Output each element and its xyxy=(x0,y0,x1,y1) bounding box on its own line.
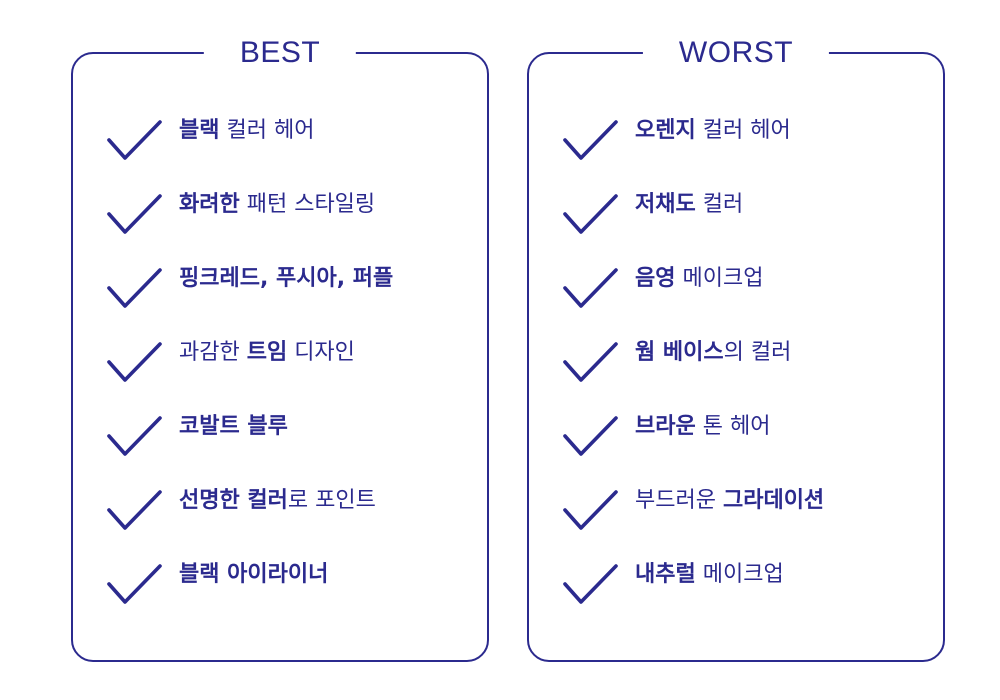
plain-text: 로 포인트 xyxy=(287,488,376,513)
worst-list: 오렌지 컬러 헤어 저채도 컬러 음영 메이크업 웜 베이스의 컬러 브라운 톤 헤어 부… xyxy=(529,54,943,660)
check-icon xyxy=(562,414,620,458)
best-item-label: 핑크레드, 푸시아, 퍼플 xyxy=(179,264,393,294)
plain-text: 메이크업 xyxy=(695,562,784,587)
check-icon xyxy=(106,340,164,384)
worst-panel-title: WORST xyxy=(642,33,830,73)
best-list-item: 코발트 블루 xyxy=(106,412,476,472)
best-panel-title: BEST xyxy=(203,33,357,73)
worst-list-item: 브라운 톤 헤어 xyxy=(562,412,932,472)
worst-item-label: 음영 메이크업 xyxy=(635,264,763,294)
emphasis-text: 블랙 xyxy=(179,118,220,143)
emphasis-text: 내추럴 xyxy=(635,562,696,587)
best-item-label: 블랙 아이라이너 xyxy=(179,560,328,590)
plain-text: 의 컬러 xyxy=(723,340,792,365)
worst-item-label: 브라운 톤 헤어 xyxy=(635,412,770,442)
check-icon xyxy=(562,340,620,384)
best-item-label: 과감한 트임 디자인 xyxy=(179,338,355,368)
plain-text: 과감한 xyxy=(179,340,247,365)
best-item-label: 블랙 컬러 헤어 xyxy=(179,116,314,146)
plain-text: 패턴 스타일링 xyxy=(239,192,376,217)
best-list-item: 블랙 아이라이너 xyxy=(106,560,476,620)
emphasis-text: 핑크레드, 푸시아, 퍼플 xyxy=(179,266,394,291)
emphasis-text: 코발트 블루 xyxy=(179,414,288,439)
best-list-item: 선명한 컬러로 포인트 xyxy=(106,486,476,546)
plain-text: 메이크업 xyxy=(675,266,764,291)
check-icon xyxy=(106,488,164,532)
emphasis-text: 블랙 아이라이너 xyxy=(179,562,329,587)
worst-list-item: 오렌지 컬러 헤어 xyxy=(562,116,932,176)
worst-item-label: 부드러운 그라데이션 xyxy=(635,486,824,516)
worst-list-item: 음영 메이크업 xyxy=(562,264,932,324)
plain-text: 톤 헤어 xyxy=(695,414,771,439)
check-icon xyxy=(106,266,164,310)
worst-list-item: 웜 베이스의 컬러 xyxy=(562,338,932,398)
best-list-item: 과감한 트임 디자인 xyxy=(106,338,476,398)
emphasis-text: 음영 xyxy=(635,266,676,291)
plain-text: 부드러운 xyxy=(635,488,723,513)
plain-text: 컬러 xyxy=(695,192,744,217)
worst-item-label: 내추럴 메이크업 xyxy=(635,560,784,590)
plain-text: 디자인 xyxy=(287,340,355,365)
check-icon xyxy=(562,118,620,162)
worst-list-item: 저채도 컬러 xyxy=(562,190,932,250)
check-icon xyxy=(562,488,620,532)
worst-panel: WORST 오렌지 컬러 헤어 저채도 컬러 음영 메이크업 웜 베이스의 컬러 브라운… xyxy=(527,33,945,662)
emphasis-text: 그라데이션 xyxy=(722,488,825,513)
worst-list-item: 내추럴 메이크업 xyxy=(562,560,932,620)
worst-item-label: 오렌지 컬러 헤어 xyxy=(635,116,791,146)
best-list-item: 핑크레드, 푸시아, 퍼플 xyxy=(106,264,476,324)
check-icon xyxy=(106,118,164,162)
emphasis-text: 화려한 xyxy=(179,192,240,217)
emphasis-text: 저채도 xyxy=(635,192,696,217)
check-icon xyxy=(562,192,620,236)
worst-item-label: 웜 베이스의 컬러 xyxy=(635,338,791,368)
worst-list-item: 부드러운 그라데이션 xyxy=(562,486,932,546)
emphasis-text: 브라운 xyxy=(635,414,696,439)
emphasis-text: 오렌지 xyxy=(635,118,696,143)
worst-item-label: 저채도 컬러 xyxy=(635,190,743,220)
emphasis-text: 선명한 컬러 xyxy=(179,488,288,513)
best-item-label: 선명한 컬러로 포인트 xyxy=(179,486,376,516)
plain-text: 컬러 헤어 xyxy=(695,118,791,143)
emphasis-text: 웜 베이스 xyxy=(635,340,724,365)
plain-text: 컬러 헤어 xyxy=(219,118,315,143)
best-item-label: 화려한 패턴 스타일링 xyxy=(179,190,375,220)
check-icon xyxy=(106,562,164,606)
best-list-item: 화려한 패턴 스타일링 xyxy=(106,190,476,250)
check-icon xyxy=(562,562,620,606)
emphasis-text: 트임 xyxy=(246,340,288,365)
best-item-label: 코발트 블루 xyxy=(179,412,288,442)
check-icon xyxy=(106,414,164,458)
check-icon xyxy=(562,266,620,310)
check-icon xyxy=(106,192,164,236)
best-list-item: 블랙 컬러 헤어 xyxy=(106,116,476,176)
